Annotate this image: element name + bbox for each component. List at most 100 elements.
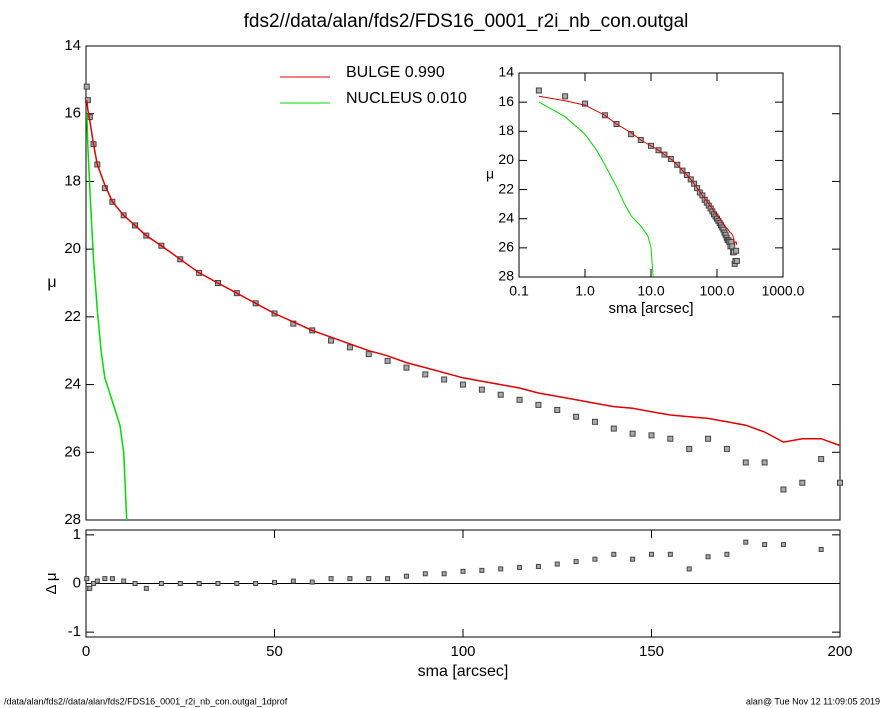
data-point	[705, 435, 712, 442]
legend-label: NUCLEUS 0.010	[346, 90, 467, 107]
residual-point	[743, 539, 749, 545]
residual-point	[328, 576, 334, 582]
x-tick-label: 0.1	[509, 283, 529, 299]
y-tick-label: 14	[498, 64, 514, 80]
inset-bg	[519, 73, 783, 277]
data-point	[497, 391, 504, 398]
residual-point	[592, 556, 598, 562]
y-tick-label: 28	[64, 511, 81, 528]
y-tick-label: 22	[498, 180, 514, 196]
model-line	[86, 113, 128, 521]
x-tick-label: 100	[450, 643, 475, 660]
data-point	[328, 337, 335, 344]
y-tick-label: 24	[64, 376, 81, 393]
footer-right: alan@ Tue Nov 12 11:09:05 2019	[746, 696, 880, 706]
y-tick-label: 1	[73, 526, 81, 543]
y-tick-label: 14	[64, 37, 81, 54]
inset-data-point	[733, 247, 740, 254]
y-tick-label: 24	[498, 209, 514, 225]
data-point	[591, 418, 598, 425]
data-point	[667, 435, 674, 442]
data-point	[629, 430, 636, 437]
residual-point	[403, 573, 409, 579]
residual-point	[109, 576, 115, 582]
residual-point	[309, 579, 315, 585]
residual-point	[158, 581, 164, 586]
chart-title: fds2//data/alan/fds2/FDS16_0001_r2i_nb_c…	[244, 11, 689, 32]
residual-point	[818, 546, 824, 552]
residual-point	[272, 580, 277, 586]
residual-point	[422, 571, 428, 577]
data-point	[403, 364, 410, 371]
inset-data-point	[733, 257, 740, 264]
x-tick-label: 0	[82, 643, 90, 660]
x-tick-label: 1000.0	[762, 283, 805, 299]
data-point	[84, 97, 91, 104]
data-point	[648, 432, 655, 439]
x-axis-label: sma [arcsec]	[608, 300, 693, 317]
y-tick-label: 28	[498, 268, 514, 284]
x-tick-label: 200	[827, 643, 852, 660]
footer-left: /data/alan/fds2//data/alan/fds2/FDS16_00…	[4, 696, 288, 706]
residual-point	[573, 559, 579, 565]
y-tick-label: 22	[64, 308, 81, 325]
y-axis-label: Δ μ	[43, 572, 60, 594]
residual-point	[517, 564, 523, 570]
inset-data-point	[535, 87, 542, 94]
inset-data-point	[582, 100, 588, 107]
residual-point	[460, 568, 466, 574]
x-tick-label: 50	[266, 643, 283, 660]
data-point	[573, 413, 580, 420]
x-tick-label: 10.0	[637, 283, 664, 299]
data-point	[686, 445, 693, 452]
residual-point	[705, 554, 711, 560]
data-point	[83, 83, 90, 90]
inset-model-line	[538, 95, 738, 246]
inset-model-line	[538, 101, 654, 278]
residual-point	[649, 551, 654, 557]
residual-point	[762, 542, 768, 548]
residual-point	[253, 581, 259, 586]
residual-point	[347, 576, 353, 582]
residual-point	[94, 578, 100, 584]
residual-point	[121, 578, 127, 584]
y-axis-label: μ	[47, 274, 56, 291]
data-point	[460, 381, 466, 388]
residual-point	[385, 576, 391, 582]
residual-point	[441, 571, 447, 577]
data-point	[516, 396, 523, 403]
residual-point	[780, 542, 786, 548]
residual-point	[132, 581, 138, 586]
inset-data-point	[562, 93, 569, 100]
data-point	[441, 376, 448, 383]
residual-point	[196, 581, 202, 586]
data-point	[780, 486, 787, 493]
residual-point	[630, 556, 636, 562]
legend-label: BULGE 0.990	[346, 64, 445, 81]
residual-point	[84, 576, 90, 582]
model-line	[86, 100, 841, 447]
y-tick-label: 20	[64, 240, 81, 257]
residual-point	[535, 563, 541, 569]
data-point	[610, 425, 617, 432]
x-tick-label: 100.0	[699, 283, 734, 299]
data-point	[799, 479, 806, 486]
y-tick-label: 16	[64, 105, 81, 122]
residual-point	[554, 561, 560, 567]
plot-frame	[85, 45, 841, 521]
data-point	[554, 406, 561, 413]
residual-point	[102, 576, 108, 582]
data-point	[761, 459, 768, 466]
y-tick-label: 26	[498, 239, 514, 255]
data-point	[837, 479, 843, 486]
y-axis-label: μ	[486, 166, 494, 182]
residual-point	[234, 581, 240, 586]
residual-point	[215, 581, 221, 586]
data-point	[384, 357, 391, 364]
residual-point	[177, 581, 183, 586]
y-tick-label: 18	[498, 122, 514, 138]
residual-point	[143, 585, 149, 591]
data-point	[723, 445, 730, 452]
residual-point	[686, 566, 692, 572]
data-point	[346, 344, 353, 351]
